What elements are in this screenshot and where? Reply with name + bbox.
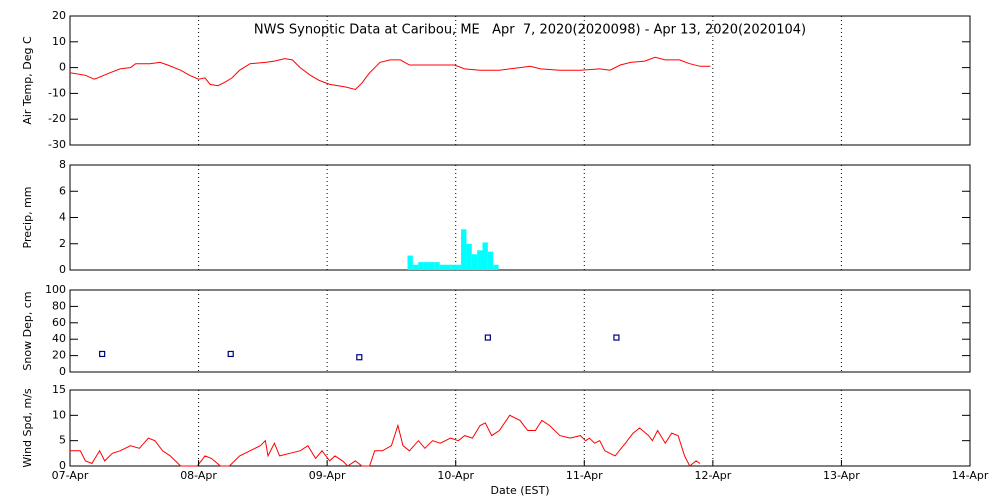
x-tick-label: 12-Apr [694, 469, 731, 482]
y-tick-label: 80 [52, 299, 66, 312]
y-tick-label: 100 [45, 283, 66, 296]
y-tick-label: 60 [52, 316, 66, 329]
y-tick-label: 40 [52, 332, 66, 345]
bar [471, 254, 478, 270]
data-line [70, 414, 701, 467]
y-tick-label: 20 [52, 9, 66, 22]
point [484, 334, 491, 341]
y-tick-label: 10 [52, 35, 66, 48]
bar [461, 229, 467, 270]
y-tick-label: 10 [52, 408, 66, 421]
bar [477, 250, 483, 270]
y-tick-label: -30 [48, 138, 66, 151]
x-tick-label: 09-Apr [309, 469, 346, 482]
data-line [69, 56, 711, 91]
y-tick-label: -20 [48, 112, 66, 125]
x-tick-label: 10-Apr [437, 469, 474, 482]
y-tick-label: 15 [52, 383, 66, 396]
bar [412, 264, 419, 270]
bar [450, 264, 456, 270]
y-tick-label: 5 [59, 434, 66, 447]
panel-frame [69, 389, 971, 467]
bar [482, 242, 488, 270]
y-tick-label: 0 [59, 61, 66, 74]
y-tick-label: 0 [59, 365, 66, 378]
point [99, 350, 106, 358]
bar [407, 255, 413, 270]
y-tick-label: 4 [59, 211, 66, 224]
bar [466, 243, 472, 270]
x-tick-label: 14-Apr [952, 469, 989, 482]
bar [455, 264, 462, 270]
y-tick-label: 8 [59, 158, 66, 171]
y-tick-label: 0 [59, 263, 66, 276]
bar [445, 264, 451, 270]
x-tick-label: 13-Apr [823, 469, 860, 482]
x-tick-label: 07-Apr [52, 469, 89, 482]
y-tick-label: 6 [59, 184, 66, 197]
bar [418, 262, 424, 270]
chart-title: NWS Synoptic Data at Caribou, ME Apr 7, … [254, 23, 806, 38]
bar [493, 264, 499, 270]
bar [434, 262, 440, 270]
bar [487, 251, 494, 270]
y-tick-label: 2 [59, 237, 66, 250]
panel-frame [69, 15, 971, 146]
y-tick-label: -10 [48, 86, 66, 99]
point [227, 350, 234, 358]
panel-frame [69, 289, 971, 373]
y-tick-label: 0 [59, 459, 66, 472]
bar [428, 262, 435, 270]
x-tick-label: 08-Apr [180, 469, 217, 482]
y-axis-label: Wind Spd, m/s [21, 388, 34, 468]
y-axis-label: Air Temp, Deg C [21, 36, 34, 125]
y-tick-label: 20 [52, 349, 66, 362]
point [613, 334, 620, 341]
bar [423, 262, 429, 270]
y-axis-label: Precip, mm [21, 187, 34, 249]
y-axis-label: Snow Dep, cm [21, 291, 34, 370]
point [356, 354, 363, 361]
x-tick-label: 11-Apr [566, 469, 603, 482]
bar [439, 264, 446, 270]
x-axis-label: Date (EST) [490, 484, 549, 497]
panel-frame [69, 164, 971, 271]
